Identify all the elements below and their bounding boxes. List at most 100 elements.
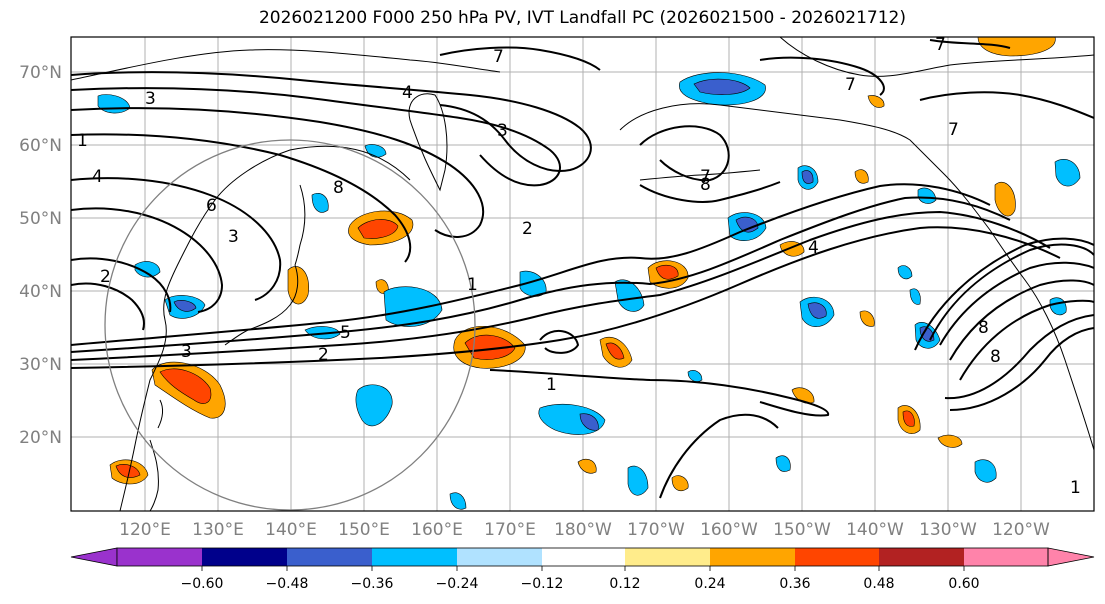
pv-contour bbox=[949, 279, 1094, 361]
pv-contour bbox=[949, 327, 1094, 411]
lon-label: 160°W bbox=[700, 520, 758, 540]
colorbar-segment bbox=[117, 548, 202, 566]
pv-contour bbox=[71, 87, 562, 187]
longitude-labels: 120°E 130°E 140°E 150°E 160°E 170°E 180°… bbox=[119, 520, 1050, 540]
negative-anomaly bbox=[311, 192, 329, 213]
contour-label: 3 bbox=[145, 89, 156, 109]
contour-label: 1 bbox=[546, 375, 557, 395]
positive-anomaly-core bbox=[115, 464, 141, 478]
positive-anomaly-core bbox=[464, 334, 516, 360]
negative-anomaly-core bbox=[801, 170, 814, 184]
negative-anomaly bbox=[909, 288, 921, 305]
negative-anomaly bbox=[775, 455, 791, 472]
philippines-coast bbox=[149, 439, 159, 511]
pv-contour bbox=[71, 226, 1061, 369]
positive-anomaly-core bbox=[655, 264, 679, 280]
negative-anomaly-core bbox=[735, 216, 759, 233]
positive-anomaly-core bbox=[357, 219, 399, 239]
positive-anomaly-core bbox=[159, 368, 212, 404]
contour-label: 8 bbox=[333, 178, 344, 198]
colorbar-tick-label: 0.60 bbox=[948, 576, 979, 592]
negative-anomaly-core bbox=[807, 302, 827, 319]
contour-label: 7 bbox=[935, 35, 946, 55]
pv-contour bbox=[639, 125, 730, 182]
positive-anomaly bbox=[867, 95, 885, 108]
positive-anomaly bbox=[577, 458, 597, 474]
colorbar-segment bbox=[542, 548, 625, 566]
pv-contour bbox=[944, 314, 1094, 400]
contour-label: 4 bbox=[808, 238, 819, 258]
colorbar-segment bbox=[710, 548, 795, 566]
contour-label: 5 bbox=[340, 323, 351, 343]
negative-anomaly bbox=[449, 492, 467, 510]
colorbar: −0.60 −0.48 −0.36 −0.24 −0.12 0.12 0.24 … bbox=[70, 547, 1095, 592]
contour-label: 2 bbox=[522, 219, 533, 239]
lat-label: 60°N bbox=[19, 136, 62, 156]
positive-anomaly-core bbox=[605, 342, 625, 360]
pv-contour bbox=[71, 207, 224, 313]
pv-contour bbox=[71, 183, 991, 346]
colorbar-tick-label: −0.36 bbox=[351, 576, 394, 592]
lon-label: 160°E bbox=[411, 520, 463, 540]
pv-contour bbox=[71, 196, 1011, 353]
positive-anomaly bbox=[671, 475, 689, 491]
contour-label: 7 bbox=[700, 167, 711, 187]
lon-label: 140°E bbox=[265, 520, 317, 540]
colorbar-segment bbox=[964, 548, 1048, 566]
colorbar-tick-label: 0.36 bbox=[779, 576, 810, 592]
arctic-coast bbox=[779, 37, 1094, 77]
search-radius-circle bbox=[104, 139, 476, 511]
pv-contour bbox=[539, 330, 580, 354]
pv-contour bbox=[71, 177, 282, 301]
pv-contour bbox=[939, 261, 1094, 346]
positive-anomaly bbox=[977, 37, 1056, 57]
positive-anomaly bbox=[791, 387, 815, 404]
lon-label: 150°E bbox=[338, 520, 390, 540]
colorbar-segment bbox=[457, 548, 542, 566]
lat-label: 40°N bbox=[19, 282, 62, 302]
colorbar-tick-label: −0.12 bbox=[521, 576, 564, 592]
contour-label: 4 bbox=[92, 167, 103, 187]
negative-anomaly bbox=[1054, 158, 1081, 187]
contour-label: 7 bbox=[948, 120, 959, 140]
contour-label: 7 bbox=[845, 75, 856, 95]
negative-anomaly bbox=[974, 459, 997, 483]
negative-anomaly bbox=[897, 265, 913, 280]
positive-anomaly-core bbox=[902, 410, 915, 427]
positive-anomaly bbox=[287, 266, 309, 305]
contour-label: 1 bbox=[467, 275, 478, 295]
colorbar-tick-label: 0.48 bbox=[863, 576, 894, 592]
pv-contour bbox=[71, 282, 145, 331]
pv-contour bbox=[71, 210, 1051, 361]
kamchatka-coast bbox=[408, 93, 448, 192]
contour-label: 3 bbox=[497, 121, 508, 141]
latitude-labels: 70°N 60°N 50°N 40°N 30°N 20°N bbox=[19, 63, 62, 448]
pv-contour bbox=[759, 56, 885, 96]
colorbar-tick-label: −0.48 bbox=[266, 576, 309, 592]
contour-label: 2 bbox=[100, 267, 111, 287]
contour-label: 8 bbox=[978, 318, 989, 338]
lat-label: 20°N bbox=[19, 428, 62, 448]
lat-label: 70°N bbox=[19, 63, 62, 83]
asia-coast bbox=[71, 49, 501, 511]
positive-anomaly bbox=[994, 181, 1016, 217]
contour-label: 2 bbox=[318, 345, 329, 365]
negative-anomaly-core bbox=[693, 78, 751, 95]
map-border bbox=[70, 36, 1095, 512]
contour-label: 4 bbox=[402, 83, 413, 103]
negative-anomaly bbox=[687, 370, 703, 382]
lon-label: 120°E bbox=[119, 520, 171, 540]
lat-label: 30°N bbox=[19, 355, 62, 375]
negative-anomaly-core bbox=[579, 413, 599, 431]
pv-contour bbox=[914, 237, 1094, 351]
japan-coast bbox=[224, 264, 299, 346]
negative-anomaly bbox=[614, 279, 645, 312]
lon-label: 120°W bbox=[992, 520, 1050, 540]
contour-labels: 7 3 4 7 3 1 8 4 7 7 8 6 2 3 1 2 3 5 1 2 … bbox=[77, 35, 1081, 498]
negative-anomaly bbox=[627, 465, 649, 496]
contour-label: 3 bbox=[181, 342, 192, 362]
contour-label: 6 bbox=[206, 196, 217, 216]
contour-label: 1 bbox=[1070, 478, 1081, 498]
aleutian-chain bbox=[639, 169, 761, 181]
